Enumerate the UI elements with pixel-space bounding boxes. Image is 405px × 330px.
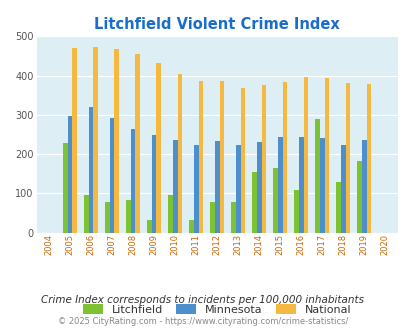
Bar xyxy=(177,74,182,233)
Bar xyxy=(282,82,286,233)
Bar xyxy=(110,117,114,233)
Bar xyxy=(194,146,198,233)
Bar xyxy=(261,84,266,233)
Bar xyxy=(340,146,345,233)
Bar xyxy=(294,190,298,233)
Bar xyxy=(277,137,282,233)
Bar xyxy=(173,140,177,233)
Bar xyxy=(89,107,93,233)
Bar xyxy=(319,138,324,233)
Bar xyxy=(356,161,361,233)
Bar xyxy=(361,140,366,233)
Text: © 2025 CityRating.com - https://www.cityrating.com/crime-statistics/: © 2025 CityRating.com - https://www.city… xyxy=(58,317,347,326)
Bar xyxy=(135,54,140,233)
Bar xyxy=(63,143,68,233)
Bar xyxy=(105,202,110,233)
Bar xyxy=(335,182,340,233)
Bar xyxy=(252,172,256,233)
Bar xyxy=(298,137,303,233)
Bar xyxy=(366,84,370,233)
Bar xyxy=(219,81,224,233)
Bar xyxy=(210,202,214,233)
Bar xyxy=(240,88,245,233)
Bar xyxy=(231,202,235,233)
Bar xyxy=(84,195,89,233)
Bar xyxy=(324,78,328,233)
Text: Crime Index corresponds to incidents per 100,000 inhabitants: Crime Index corresponds to incidents per… xyxy=(41,295,364,305)
Bar xyxy=(93,47,98,233)
Bar xyxy=(235,146,240,233)
Bar xyxy=(315,119,319,233)
Bar xyxy=(345,83,350,233)
Bar xyxy=(156,63,161,233)
Bar xyxy=(303,77,307,233)
Legend: Litchfield, Minnesota, National: Litchfield, Minnesota, National xyxy=(79,301,354,318)
Bar xyxy=(72,49,77,233)
Bar xyxy=(256,142,261,233)
Bar xyxy=(273,168,277,233)
Bar xyxy=(189,220,194,233)
Title: Litchfield Violent Crime Index: Litchfield Violent Crime Index xyxy=(94,17,339,32)
Bar xyxy=(151,135,156,233)
Bar xyxy=(126,200,130,233)
Bar xyxy=(130,129,135,233)
Bar xyxy=(147,220,151,233)
Bar xyxy=(114,49,119,233)
Bar xyxy=(198,81,202,233)
Bar xyxy=(214,141,219,233)
Bar xyxy=(68,115,72,233)
Bar xyxy=(168,195,173,233)
